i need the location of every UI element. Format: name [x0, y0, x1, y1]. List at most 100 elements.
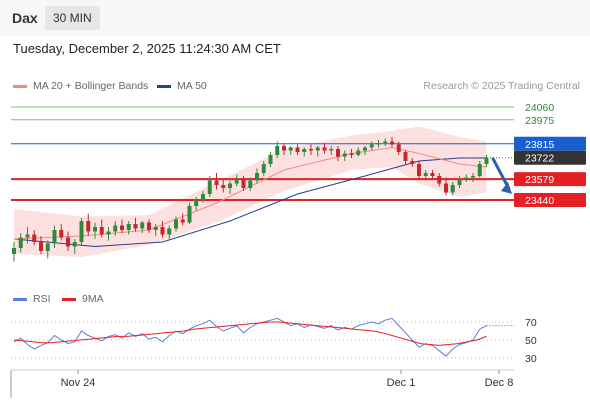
- rsi-tick-70: 70: [525, 317, 537, 329]
- candle-body: [275, 146, 280, 155]
- candle-body: [234, 179, 239, 184]
- candle-body: [396, 144, 401, 152]
- candle-body: [383, 141, 388, 143]
- timestamp: Tuesday, December 2, 2025 11:24:30 AM CE…: [13, 41, 281, 56]
- x-tick-label: Dec 1: [387, 377, 416, 389]
- candle-body: [295, 147, 300, 152]
- candle-body: [356, 150, 361, 155]
- candle-body: [309, 149, 313, 151]
- candle-body: [471, 176, 475, 178]
- rsi-ma-swatch: [62, 297, 76, 301]
- bollinger-band: [14, 126, 487, 257]
- rsi-ma-line: [13, 321, 487, 346]
- candle-body: [430, 173, 435, 176]
- x-tick-label: Nov 24: [61, 377, 96, 389]
- candle-body: [153, 227, 158, 230]
- price-level-label-24060: 24060: [525, 102, 554, 114]
- candle-body: [214, 180, 219, 185]
- candle-body: [93, 227, 97, 232]
- candle-body: [322, 147, 327, 151]
- projection-arrow-head: [501, 182, 512, 194]
- candle-body: [450, 185, 455, 193]
- candle-body: [133, 224, 138, 229]
- candle-body: [59, 230, 64, 238]
- x-tick-label: Dec 8: [485, 377, 514, 389]
- candle-body: [126, 224, 131, 230]
- legend-rsi: RSI: [13, 293, 51, 305]
- rsi-tick-30: 30: [525, 353, 537, 365]
- candle-body: [86, 221, 91, 232]
- price-tag-23722: 23722: [525, 153, 554, 165]
- price-tag-bg-23579: [514, 172, 586, 187]
- candle-body: [336, 149, 340, 157]
- candle-body: [167, 228, 172, 235]
- price-tag-23579: 23579: [525, 174, 554, 186]
- projection-arrow-shaft: [491, 157, 511, 190]
- candle-body: [12, 248, 16, 254]
- candle-body: [477, 164, 482, 176]
- candle-body: [302, 149, 307, 152]
- ma20-swatch: [13, 84, 27, 88]
- candle-body: [207, 180, 212, 194]
- candle-body: [376, 143, 381, 145]
- candle-body: [410, 161, 415, 164]
- candle-body: [288, 147, 293, 151]
- rsi-swatch: [13, 297, 27, 301]
- candle-body: [437, 176, 442, 184]
- candle-body: [390, 141, 394, 145]
- candle-body: [457, 179, 462, 185]
- candle-body: [221, 185, 226, 188]
- candle-body: [484, 157, 489, 164]
- price-tag-23815: 23815: [525, 139, 554, 151]
- candle-body: [342, 153, 347, 157]
- candle-body: [79, 221, 84, 242]
- candle-body: [113, 225, 118, 232]
- chart-header: Dax 30 MIN: [0, 0, 590, 36]
- candle-body: [403, 152, 408, 161]
- credit-text: Research © 2025 Trading Central: [423, 80, 580, 92]
- candle-body: [25, 234, 30, 238]
- candle-body: [329, 149, 334, 151]
- candle-body: [32, 234, 37, 242]
- price-tag-bg-23815: [514, 136, 586, 151]
- legend-ma50: MA 50: [157, 80, 207, 92]
- candle-body: [187, 206, 192, 223]
- candle-body: [52, 230, 57, 244]
- candle-body: [99, 227, 104, 235]
- price-tag-bg-23440: [514, 193, 586, 207]
- price-tag-bg-23722: [514, 150, 586, 165]
- candle-body: [120, 225, 124, 230]
- interval-button[interactable]: 30 MIN: [45, 6, 100, 30]
- candle-body: [66, 237, 70, 247]
- rsi-line: [13, 317, 487, 357]
- candle-body: [140, 222, 145, 229]
- candle-body: [39, 242, 43, 251]
- legend-rsi-label: RSI: [33, 293, 51, 305]
- candle-body: [349, 153, 354, 155]
- candle-body: [72, 242, 77, 247]
- candle-body: [147, 222, 151, 230]
- candle-body: [444, 183, 448, 193]
- candle-body: [417, 164, 421, 176]
- candle-body: [464, 177, 469, 179]
- candle-body: [160, 227, 165, 235]
- legend-9ma: 9MA: [62, 293, 104, 305]
- candle-body: [180, 219, 185, 223]
- candle-body: [45, 243, 50, 251]
- candle-body: [201, 194, 205, 200]
- candle-body: [369, 144, 374, 148]
- candle-body: [194, 200, 199, 206]
- legend-ma50-label: MA 50: [177, 80, 207, 92]
- rsi-tick-50: 50: [525, 335, 537, 347]
- price-tag-23440: 23440: [525, 195, 554, 207]
- candle-body: [255, 173, 259, 181]
- symbol-label: Dax: [12, 10, 38, 26]
- legend-9ma-label: 9MA: [82, 293, 104, 305]
- candle-body: [268, 155, 273, 164]
- candle-body: [315, 147, 320, 151]
- candle-body: [363, 147, 367, 151]
- candle-body: [261, 164, 266, 173]
- ma50-swatch: [157, 84, 171, 88]
- candle-body: [423, 173, 428, 176]
